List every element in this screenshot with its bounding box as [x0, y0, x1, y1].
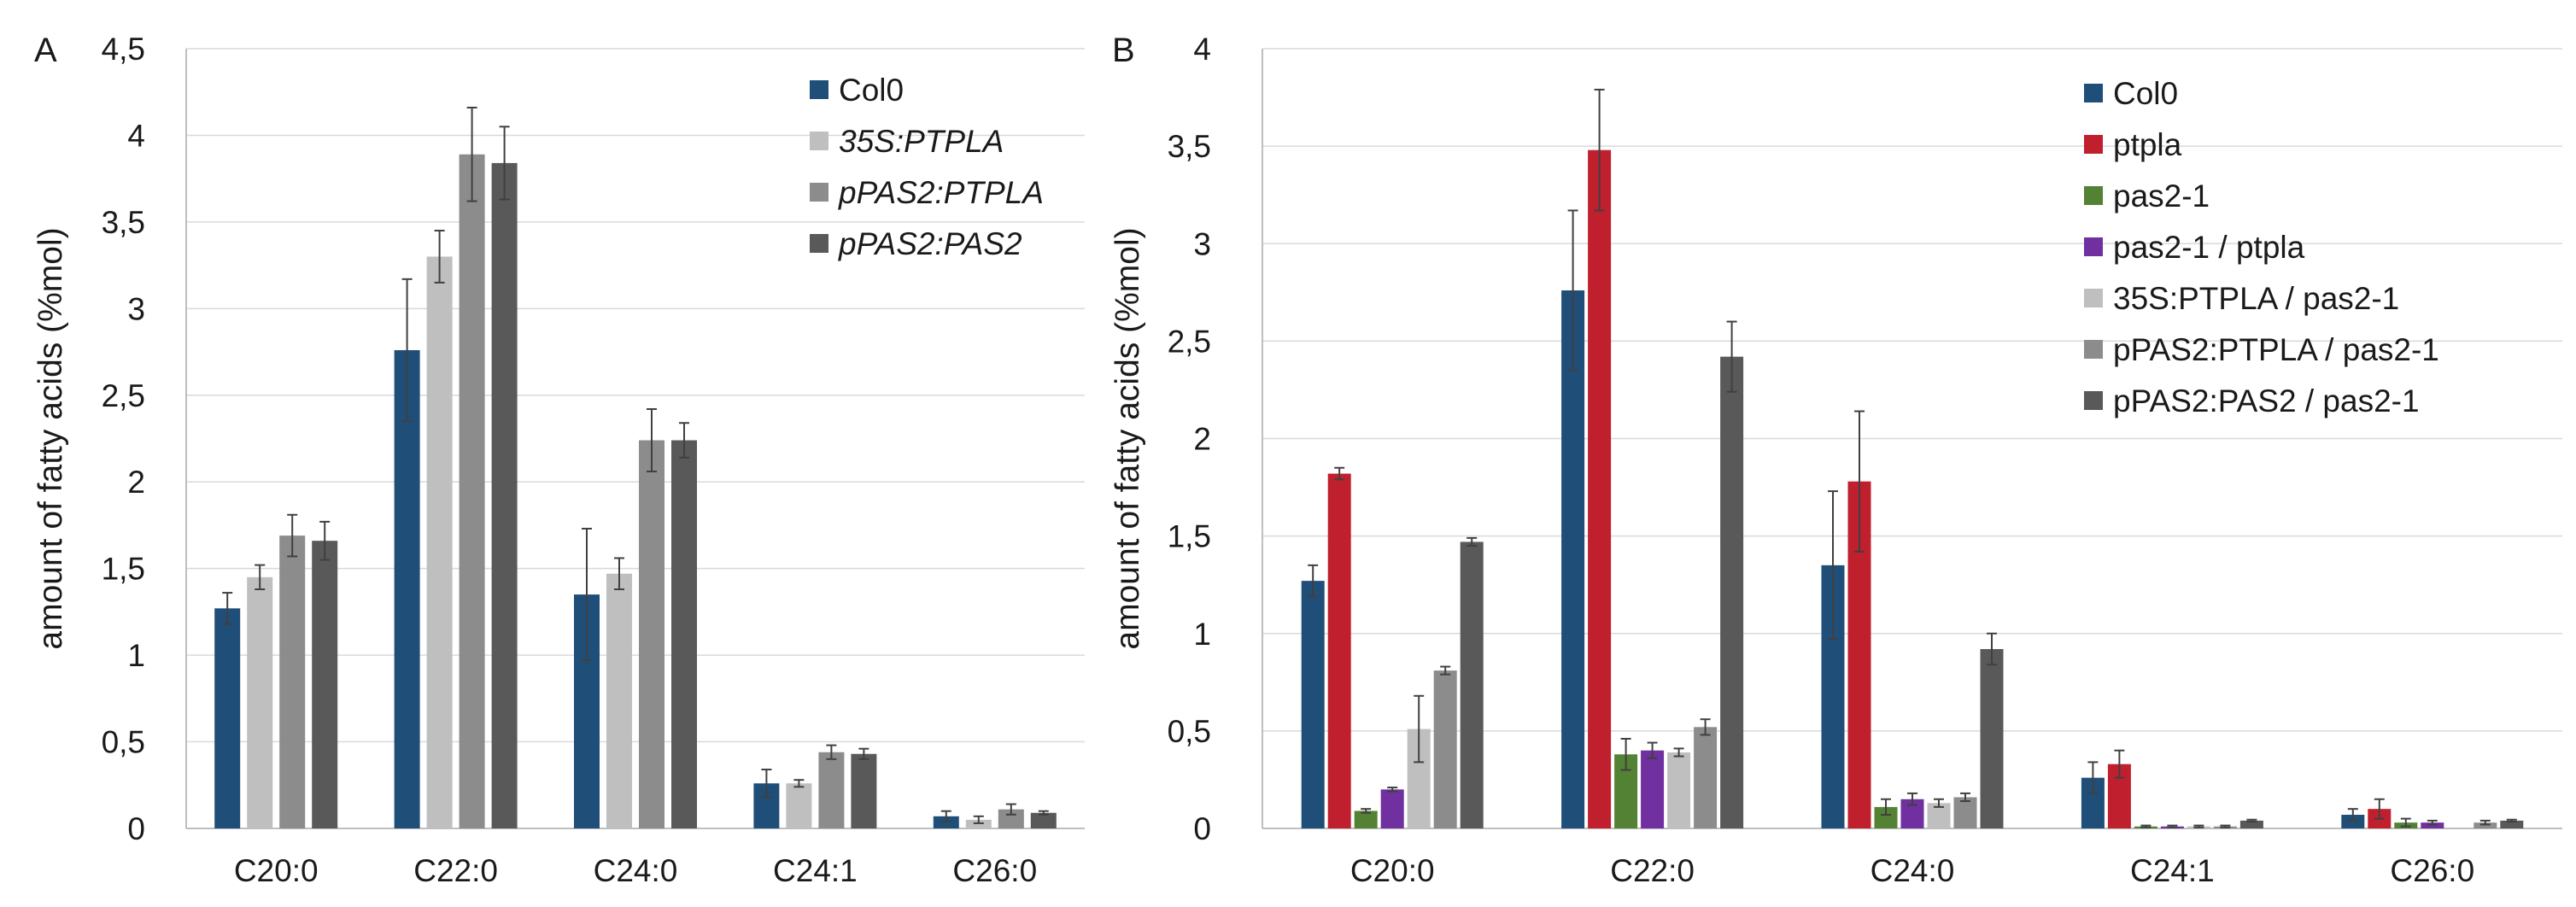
legend-swatch-a-0 — [810, 80, 828, 99]
y-tick-label-a-8: 4 — [127, 118, 145, 153]
bar-b-2-5 — [1953, 797, 1977, 828]
y-tick-label-a-6: 3 — [127, 291, 145, 326]
y-tick-label-a-5: 2,5 — [102, 378, 145, 413]
bar-a-0-3 — [312, 541, 338, 828]
legend-a: Col0 35S:PTPLA pPAS2:PTPLA pPAS2:PAS2 — [810, 73, 1044, 261]
chart-panel-b: 0 0,5 1 1,5 2 2,5 3 3,5 4 C20:0 C22:0 C24:0 C24:1 C26… — [1109, 32, 2562, 888]
legend-swatch-b-1 — [2084, 135, 2103, 154]
bar-a-4-2 — [998, 809, 1024, 828]
y-tick-label-a-7: 3,5 — [102, 205, 145, 240]
chart-panel-a: 0 0,5 1 1,5 2 2,5 3 3,5 4 4,5 C20:0 C22:0 C24:0 C24:1… — [32, 32, 1085, 888]
bar-b-1-0 — [1561, 290, 1585, 828]
y-tick-label-b-4: 2 — [1193, 422, 1211, 457]
legend-swatch-a-2 — [810, 183, 828, 202]
legend-label-b-0: Col0 — [2113, 76, 2178, 111]
bar-b-2-6 — [1980, 649, 2004, 828]
legend-swatch-b-3 — [2084, 237, 2103, 256]
x-category-label-a-4: C26:0 — [952, 853, 1037, 888]
panel-label-a: A — [34, 32, 57, 69]
x-category-label-a-3: C24:1 — [773, 853, 858, 888]
y-axis-title-b: amount of fatty acids (%mol) — [1109, 227, 1146, 649]
y-tick-label-b-6: 3 — [1193, 226, 1211, 261]
bar-b-1-3 — [1641, 750, 1665, 828]
y-tick-label-b-2: 1 — [1193, 617, 1211, 652]
y-tick-label-b-3: 1,5 — [1168, 519, 1211, 554]
legend-swatch-b-4 — [2084, 289, 2103, 307]
x-category-label-a-1: C22:0 — [413, 853, 498, 888]
x-category-label-b-1: C22:0 — [1610, 853, 1695, 888]
legend-label-a-3: pPAS2:PAS2 — [838, 226, 1022, 261]
bar-b-0-2 — [1354, 810, 1378, 828]
bar-b-0-0 — [1301, 581, 1325, 828]
y-tick-label-a-0: 0 — [127, 811, 145, 846]
bar-a-1-3 — [491, 162, 518, 828]
bar-a-3-2 — [818, 752, 845, 828]
bar-a-4-3 — [1030, 812, 1057, 828]
legend-swatch-b-2 — [2084, 186, 2103, 205]
bar-b-4-5 — [2474, 822, 2497, 828]
legend-label-a-1: 35S:PTPLA — [839, 124, 1004, 159]
legend-label-b-6: pPAS2:PAS2 / pas2-1 — [2113, 383, 2420, 418]
legend-swatch-b-0 — [2084, 84, 2103, 102]
bar-a-2-2 — [639, 440, 664, 828]
x-category-label-a-0: C20:0 — [234, 853, 319, 888]
bar-a-2-3 — [671, 440, 697, 828]
bar-a-4-1 — [965, 819, 992, 828]
bar-a-1-2 — [459, 154, 485, 829]
x-category-label-a-2: C24:0 — [594, 853, 678, 888]
bar-b-0-1 — [1327, 473, 1351, 828]
y-tick-label-a-1: 0,5 — [102, 725, 145, 760]
legend-label-b-3: pas2-1 / ptpla — [2113, 230, 2305, 265]
bar-b-4-3 — [2421, 822, 2444, 828]
legend-b: Col0 ptpla pas2-1 pas2-1 / ptpla 35S:PTPLA /… — [2084, 76, 2439, 418]
x-category-label-b-0: C20:0 — [1350, 853, 1435, 888]
bar-b-1-1 — [1588, 149, 1612, 828]
y-tick-label-a-4: 2 — [127, 465, 145, 500]
panel-label-b: B — [1112, 32, 1135, 69]
legend-swatch-b-6 — [2084, 391, 2103, 410]
x-category-label-b-3: C24:1 — [2130, 853, 2215, 888]
legend-swatch-b-5 — [2084, 340, 2103, 359]
bar-b-4-0 — [2341, 815, 2365, 828]
x-category-label-b-2: C24:0 — [1871, 853, 1955, 888]
bar-b-1-6 — [1720, 356, 1744, 828]
legend-label-b-1: ptpla — [2113, 127, 2182, 162]
bar-a-3-3 — [851, 753, 877, 828]
y-tick-label-a-9: 4,5 — [102, 32, 145, 67]
bar-b-1-5 — [1694, 727, 1718, 828]
bar-b-0-5 — [1433, 670, 1457, 828]
y-axis-title-a: amount of fatty acids (%mol) — [32, 227, 69, 649]
legend-label-b-4: 35S:PTPLA / pas2-1 — [2113, 281, 2399, 316]
y-tick-label-b-1: 0,5 — [1168, 714, 1211, 749]
y-tick-label-b-0: 0 — [1193, 811, 1211, 846]
bar-a-0-2 — [279, 535, 306, 828]
bar-b-0-6 — [1460, 541, 1484, 828]
y-tick-label-b-5: 2,5 — [1168, 324, 1211, 359]
y-tick-label-a-2: 1 — [127, 638, 145, 673]
bar-a-4-0 — [933, 816, 959, 828]
legend-label-b-2: pas2-1 — [2113, 178, 2210, 214]
y-tick-label-b-8: 4 — [1193, 32, 1211, 67]
legend-swatch-a-1 — [810, 132, 828, 150]
legend-label-b-5: pPAS2:PTPLA / pas2-1 — [2113, 332, 2439, 367]
bar-a-0-1 — [247, 576, 273, 828]
bar-a-2-1 — [606, 573, 632, 828]
bar-a-1-0 — [394, 350, 420, 828]
y-tick-label-b-7: 3,5 — [1168, 129, 1211, 164]
bar-a-3-1 — [786, 783, 812, 828]
legend-label-a-2: pPAS2:PTPLA — [838, 175, 1044, 210]
bar-a-0-0 — [214, 608, 241, 828]
bar-b-4-6 — [2500, 820, 2524, 828]
legend-label-a-0: Col0 — [839, 73, 904, 108]
bar-b-0-3 — [1380, 789, 1404, 828]
y-tick-label-a-3: 1,5 — [102, 552, 145, 587]
bar-b-1-4 — [1667, 752, 1691, 828]
legend-swatch-a-3 — [810, 234, 828, 253]
x-category-label-b-4: C26:0 — [2390, 853, 2474, 888]
bar-a-1-1 — [426, 256, 453, 828]
bar-b-3-6 — [2239, 820, 2263, 828]
